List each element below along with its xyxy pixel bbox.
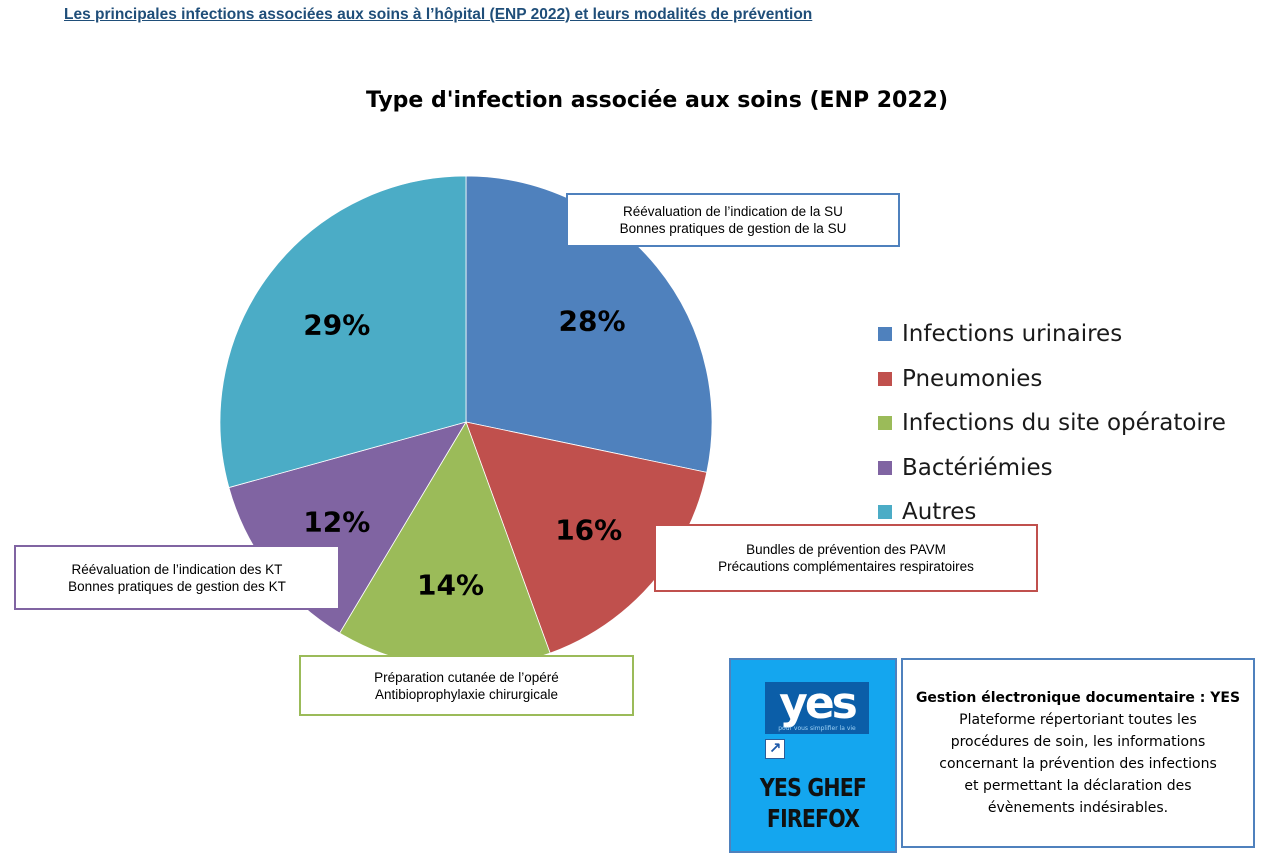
legend-item-0: Infections urinaires <box>878 312 1226 357</box>
ged-line2: procédures de soin, les informations <box>950 734 1206 750</box>
page-title-link[interactable]: Les principales infections associées aux… <box>64 6 813 23</box>
callout-surgical-line1: Préparation cutanée de l’opéré <box>374 669 559 685</box>
ged-title: Gestion électronique documentaire : YES <box>915 690 1241 706</box>
legend-label-4: Autres <box>902 499 977 526</box>
chart-legend: Infections urinaires Pneumonies Infections… <box>878 312 1226 535</box>
callout-bacteremia-line2: Bonnes pratiques de gestion des KT <box>68 578 286 594</box>
pie-slice-label-1: 16% <box>555 513 622 546</box>
ged-line1: Plateforme répertoriant toutes les <box>959 712 1197 728</box>
pie-slice-label-2: 14% <box>417 569 484 602</box>
pie-slice-4 <box>219 175 467 489</box>
callout-urinary-line1: Réévaluation de l’indication de la SU <box>623 204 843 219</box>
callout-bacteremia-line1: Réévaluation de l’indication des KT <box>71 561 283 577</box>
yes-logo-text: yes <box>779 678 858 729</box>
legend-swatch-4 <box>878 505 892 520</box>
legend-swatch-3 <box>878 460 892 475</box>
pie-slice-0 <box>465 175 713 473</box>
pie-slice-label-4: 29% <box>303 309 370 342</box>
legend-label-1: Pneumonies <box>902 365 1043 392</box>
ged-line3: concernant la prévention des infections <box>939 756 1217 772</box>
callout-surgical-site: Préparation cutanée de l’opéré Antibiopr… <box>299 655 634 716</box>
legend-item-1: Pneumonies <box>878 357 1226 402</box>
callout-surgical-line2: Antibioprophylaxie chirurgicale <box>374 686 559 702</box>
shortcut-arrow-icon: ↗ <box>765 739 785 759</box>
pie-slice-label-3: 12% <box>303 505 370 538</box>
pie-slice-label-0: 28% <box>558 305 625 338</box>
callout-urinary: Réévaluation de l’indication de la SU Bo… <box>566 193 900 247</box>
legend-item-2: Infections du site opératoire <box>878 401 1226 446</box>
ged-info-box: Gestion électronique documentaire : YES … <box>901 658 1255 848</box>
callout-bacteremia: Réévaluation de l’indication des KT Bonn… <box>14 545 340 610</box>
yes-caption-line2: FIREFOX <box>766 804 860 833</box>
yes-ghef-firefox-shortcut[interactable]: yes pour vous simplifier la vie ↗ YES GH… <box>729 658 897 853</box>
legend-label-2: Infections du site opératoire <box>902 410 1226 437</box>
yes-logo-subtext: pour vous simplifier la vie <box>778 725 856 732</box>
legend-item-3: Bactériémies <box>878 446 1226 491</box>
legend-swatch-2 <box>878 416 892 431</box>
legend-swatch-1 <box>878 371 892 386</box>
legend-item-4: Autres <box>878 490 1226 535</box>
yes-logo: yes pour vous simplifier la vie <box>765 682 869 734</box>
callout-pneumonia-line1: Bundles de prévention des PAVM <box>746 542 946 557</box>
ged-line4: et permettant la déclaration des <box>964 778 1192 794</box>
callout-pneumonia: Bundles de prévention des PAVM Précautio… <box>654 524 1038 592</box>
legend-label-0: Infections urinaires <box>902 321 1123 348</box>
legend-label-3: Bactériémies <box>902 454 1053 481</box>
pie-slice-1 <box>465 421 708 654</box>
callout-pneumonia-line2: Précautions complémentaires respiratoire… <box>718 559 974 574</box>
legend-swatch-0 <box>878 327 892 342</box>
yes-shortcut-caption: YES GHEF FIREFOX <box>746 772 880 834</box>
chart-title: Type d'infection associée aux soins (ENP… <box>365 88 949 113</box>
yes-caption-line1: YES GHEF <box>759 773 867 802</box>
ged-line5: évènements indésirables. <box>987 800 1169 816</box>
callout-urinary-line2: Bonnes pratiques de gestion de la SU <box>619 221 847 236</box>
